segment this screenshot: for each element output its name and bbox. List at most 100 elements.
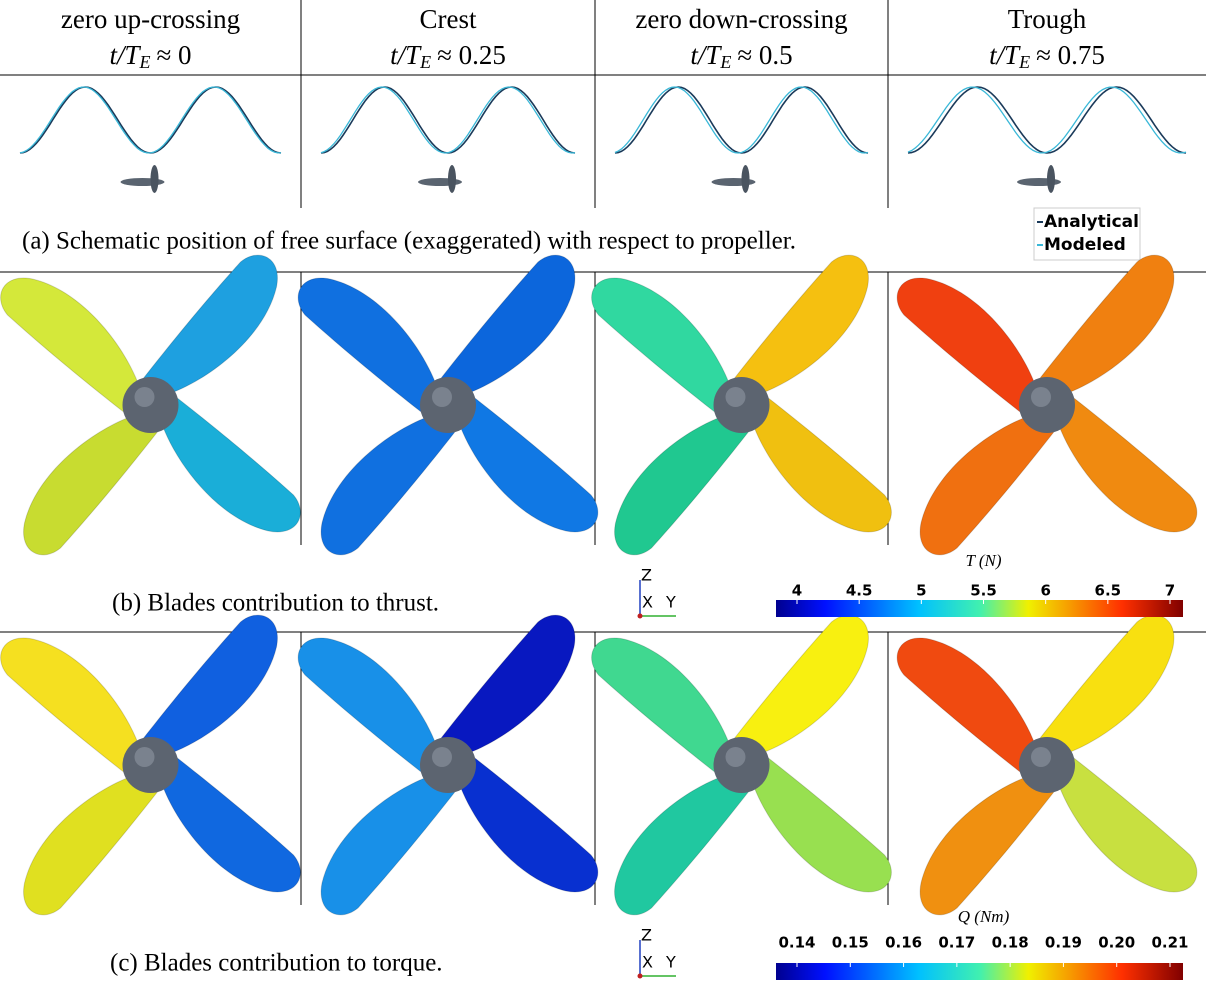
blade	[1054, 754, 1198, 893]
blade	[896, 277, 1040, 416]
modeled-wave	[320, 86, 576, 154]
colorbar	[776, 600, 1183, 617]
column-title: zero up-crossing	[61, 4, 240, 34]
time-sub: E	[1018, 52, 1030, 72]
hub-highlight	[725, 387, 746, 407]
blade	[437, 254, 576, 398]
colorbar-tick-label: 4.5	[846, 582, 873, 600]
hub-highlight	[725, 747, 746, 767]
colorbar-tick-label: 7	[1165, 582, 1175, 600]
time-prefix: t/T	[390, 40, 422, 70]
time-sub: E	[719, 52, 731, 72]
colorbar-title: Q (Nm)	[958, 907, 1010, 926]
propeller-icon	[150, 165, 159, 193]
blade	[297, 637, 441, 776]
colorbar-tick-label: 0.15	[832, 934, 869, 952]
colorbar-tick-label: 6	[1040, 582, 1050, 600]
triad-origin	[637, 973, 643, 979]
modeled-wave	[19, 86, 281, 154]
colorbar	[776, 963, 1183, 980]
triad-z-label: Z	[641, 926, 652, 945]
blade	[139, 614, 278, 758]
colorbar-tick-label: 0.16	[885, 934, 922, 952]
propeller-icon	[1047, 165, 1055, 193]
blade	[157, 394, 301, 533]
colorbar-tick-label: 0.19	[1045, 934, 1082, 952]
blade	[1036, 254, 1175, 398]
analytical-wave	[19, 86, 282, 154]
colorbar-tick-label: 0.17	[938, 934, 975, 952]
time-suffix: ≈ 0	[156, 40, 191, 70]
column-time: t/TE ≈ 0	[109, 40, 191, 72]
blade	[320, 772, 459, 916]
colorbar-tick-label: 0.21	[1151, 934, 1188, 952]
triad-z-label: Z	[641, 566, 652, 585]
propeller-icon	[448, 165, 456, 193]
blade	[23, 412, 162, 556]
caption: (b) Blades contribution to thrust.	[112, 590, 439, 617]
time-sub: E	[138, 52, 150, 72]
blade	[297, 277, 441, 416]
propeller	[297, 254, 599, 556]
legend-box	[1033, 207, 1141, 261]
column-title: zero down-crossing	[635, 4, 847, 34]
propeller	[896, 254, 1198, 556]
colorbar-title: T (N)	[965, 551, 1001, 570]
hub-highlight	[134, 387, 155, 407]
triad-origin	[637, 613, 643, 619]
blade	[437, 614, 576, 758]
propeller	[297, 614, 599, 916]
blade	[748, 754, 892, 893]
column-title: Trough	[1008, 4, 1087, 34]
blade	[1036, 614, 1175, 758]
blade	[0, 277, 144, 416]
blade	[23, 772, 162, 916]
colorbar-tick-label: 5.5	[970, 582, 997, 600]
blade	[730, 614, 869, 758]
blade	[614, 412, 753, 556]
modeled-wave	[907, 86, 1187, 154]
analytical-wave	[320, 86, 576, 154]
modeled-wave	[614, 86, 869, 154]
blade	[730, 254, 869, 398]
propeller	[0, 254, 301, 556]
hub-highlight	[134, 747, 155, 767]
colorbar-tick-label: 0.18	[992, 934, 1029, 952]
triad-x-label: X	[642, 953, 653, 972]
propeller	[0, 614, 301, 916]
colorbar-tick-label: 5	[916, 582, 926, 600]
propeller	[896, 614, 1198, 916]
colorbar-tick-label: 0.20	[1098, 934, 1135, 952]
column-time: t/TE ≈ 0.25	[390, 40, 506, 72]
propeller	[591, 254, 892, 556]
time-prefix: t/T	[690, 40, 722, 70]
legend-label: Modeled	[1044, 235, 1126, 255]
blade	[591, 637, 735, 776]
hub-highlight	[1031, 747, 1051, 767]
triad-x-label: X	[642, 593, 653, 612]
legend-label: Analytical	[1044, 212, 1139, 232]
caption: (c) Blades contribution to torque.	[110, 950, 443, 977]
analytical-wave	[614, 86, 869, 154]
blade	[919, 772, 1058, 916]
column-title: Crest	[420, 4, 477, 34]
triad-y-label: Y	[665, 593, 676, 612]
blade	[320, 412, 459, 556]
time-suffix: ≈ 0.25	[437, 40, 506, 70]
blade	[919, 412, 1058, 556]
triad-y-label: Y	[665, 953, 676, 972]
column-time: t/TE ≈ 0.5	[690, 40, 792, 72]
propeller	[591, 614, 892, 916]
blade	[748, 394, 892, 533]
colorbar-tick-label: 4	[792, 582, 802, 600]
propeller-icon	[741, 165, 750, 193]
column-time: t/TE ≈ 0.75	[989, 40, 1105, 72]
blade	[157, 754, 301, 893]
colorbar-tick-label: 6.5	[1095, 582, 1122, 600]
time-suffix: ≈ 0.5	[737, 40, 792, 70]
time-sub: E	[419, 52, 431, 72]
blade	[0, 637, 144, 776]
